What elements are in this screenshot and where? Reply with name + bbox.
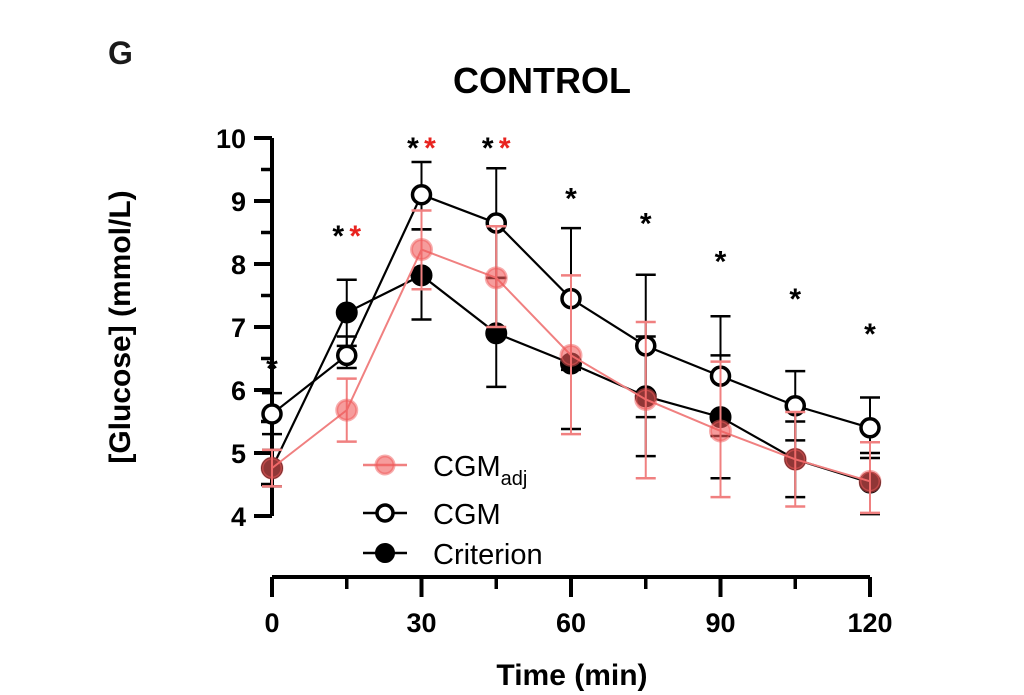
y-tick-label: 6 xyxy=(231,376,246,406)
legend-label: Criterion xyxy=(433,539,543,571)
data-point xyxy=(260,456,284,480)
y-tick-label: 8 xyxy=(231,250,246,280)
significance-asterisk: * xyxy=(332,220,344,253)
significance-asterisk: * xyxy=(266,353,278,386)
x-tick-label: 60 xyxy=(556,608,586,638)
significance-asterisk: * xyxy=(715,245,727,278)
data-point xyxy=(336,344,358,367)
legend-item-criterion: Criterion xyxy=(363,539,543,571)
legend-marker xyxy=(375,503,395,523)
data-point xyxy=(335,301,358,324)
y-axis-label: [Glucose] (mmol/L) xyxy=(104,190,137,463)
y-tick-label: 7 xyxy=(231,313,246,343)
x-tick-label: 120 xyxy=(847,608,892,638)
data-point xyxy=(559,343,583,367)
legend-item-cgm: CGM xyxy=(363,499,501,531)
x-axis-label: Time (min) xyxy=(496,659,647,692)
significance-asterisk: * xyxy=(482,132,494,165)
x-tick-label: 0 xyxy=(264,608,279,638)
x-tick-label: 30 xyxy=(406,608,436,638)
significance-asterisk: * xyxy=(565,182,577,215)
significance-asterisk: * xyxy=(789,283,801,316)
significance-asterisk: * xyxy=(640,208,652,241)
legend: CGMadj CGM Criterion xyxy=(363,451,543,571)
significance-asterisk: * xyxy=(499,132,511,165)
data-point xyxy=(634,387,658,411)
legend-label: CGMadj xyxy=(433,451,527,490)
panel-label: G xyxy=(108,35,133,71)
legend-label: CGM xyxy=(433,499,501,531)
data-point xyxy=(783,447,807,471)
significance-asterisk: * xyxy=(349,220,361,253)
significance-asterisk: * xyxy=(407,132,419,165)
y-tick-label: 5 xyxy=(231,439,246,469)
significance-asterisk: * xyxy=(864,318,876,351)
data-point xyxy=(410,183,433,206)
legend-item-cgm_adj: CGMadj xyxy=(363,451,527,490)
data-point xyxy=(709,419,732,443)
data-point xyxy=(484,266,508,290)
data-point xyxy=(859,417,881,439)
legend-marker xyxy=(375,543,395,563)
legend-subscript: adj xyxy=(501,468,528,490)
chart-title: CONTROL xyxy=(453,60,631,101)
y-tick-label: 9 xyxy=(231,187,246,217)
significance-markers: ** ** * * ****** xyxy=(266,132,876,386)
data-point xyxy=(261,403,283,425)
y-tick-label: 10 xyxy=(216,124,246,154)
x-axis: 0 30 60 90 120 xyxy=(264,575,893,638)
legend-marker xyxy=(374,454,396,476)
data-point xyxy=(335,398,359,422)
plot-area xyxy=(260,160,882,516)
data-point xyxy=(410,238,433,262)
y-tick-label: 4 xyxy=(231,502,246,532)
significance-asterisk: * xyxy=(424,132,436,165)
data-point xyxy=(858,469,882,493)
x-tick-label: 90 xyxy=(705,608,735,638)
series-cgm_adj xyxy=(260,209,882,515)
